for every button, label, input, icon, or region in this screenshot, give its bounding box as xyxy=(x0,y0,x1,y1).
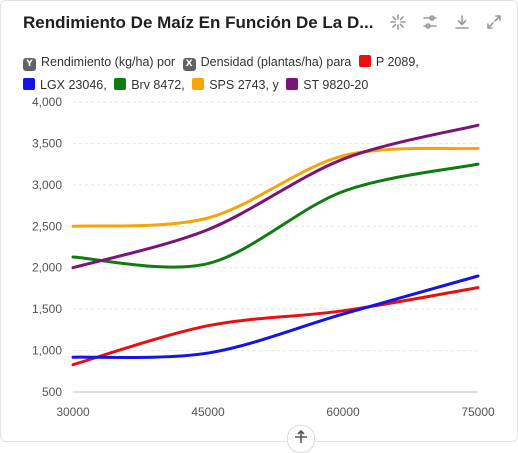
legend-label: Brv 8472, xyxy=(131,78,185,92)
legend-x-text: Densidad (plantas/ha) para xyxy=(200,55,352,69)
legend-entry[interactable]: ST 9820-20 xyxy=(286,78,368,92)
legend-entry[interactable]: SPS 2743, y xyxy=(192,78,279,92)
chart-legend: Y Rendimiento (kg/ha) por X Densidad (plan… xyxy=(23,51,503,97)
sliders-icon[interactable] xyxy=(421,13,439,31)
x-axis-chip: X xyxy=(182,58,196,71)
legend-swatch xyxy=(23,78,35,90)
legend-swatch xyxy=(286,78,299,90)
legend-y-text: Rendimiento (kg/ha) por xyxy=(41,55,176,69)
y-tick-label: 3,500 xyxy=(32,136,62,150)
y-tick-label: 1,000 xyxy=(32,344,62,358)
y-tick-label: 4,000 xyxy=(32,95,62,109)
y-tick-label: 2,000 xyxy=(32,261,62,275)
legend-swatch xyxy=(192,78,205,90)
legend-entry[interactable]: P 2089, xyxy=(358,55,419,69)
series-line xyxy=(71,146,480,228)
expand-icon[interactable] xyxy=(485,13,503,31)
x-tick-label: 30000 xyxy=(56,405,90,419)
legend-entry[interactable]: Brv 8472, xyxy=(114,78,185,92)
legend-label: LGX 23046, xyxy=(40,78,107,92)
move-icon xyxy=(295,430,307,443)
legend-y-axis: Y Rendimiento (kg/ha) por xyxy=(23,55,176,71)
line-chart: 500 1,000 1,500 2,000 2,500 3,000 3,500 4,000 30… xyxy=(32,95,495,419)
drag-handle[interactable] xyxy=(287,425,315,453)
legend-label: P 2089, xyxy=(375,55,419,69)
legend-swatch xyxy=(114,78,127,90)
y-tick-label: 2,500 xyxy=(32,219,62,233)
series-line xyxy=(71,274,480,359)
y-tick-label: 3,000 xyxy=(32,178,62,192)
legend-entry[interactable]: LGX 23046, xyxy=(23,78,107,92)
legend-label: ST 9820-20 xyxy=(303,78,369,92)
download-icon[interactable] xyxy=(453,13,471,31)
series-line xyxy=(71,123,480,270)
x-tick-label: 75000 xyxy=(461,405,495,419)
legend-swatch xyxy=(358,55,371,67)
y-tick-label: 500 xyxy=(42,385,62,399)
legend-label: SPS 2743, y xyxy=(209,78,279,92)
series-line xyxy=(71,286,480,367)
y-axis-chip: Y xyxy=(23,58,36,71)
sparkle-icon[interactable] xyxy=(389,13,407,31)
x-tick-label: 45000 xyxy=(191,405,225,419)
chart-toolbar xyxy=(389,13,503,31)
x-tick-label: 60000 xyxy=(326,405,360,419)
legend-x-axis: X Densidad (plantas/ha) para xyxy=(182,55,352,71)
series-line xyxy=(71,162,480,269)
y-tick-label: 1,500 xyxy=(32,302,62,316)
